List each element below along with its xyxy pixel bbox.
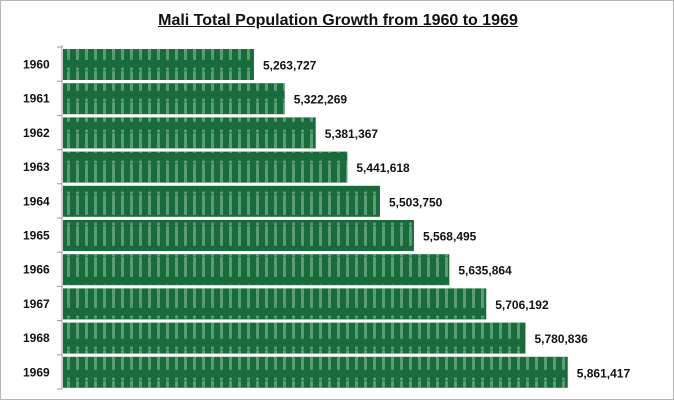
- data-label: 5,568,495: [423, 230, 477, 244]
- data-label: 5,441,618: [356, 161, 410, 175]
- bar-figures: [63, 49, 254, 80]
- category-label: 1965: [23, 229, 50, 243]
- bar-figures: [63, 185, 380, 217]
- chart-title: Mali Total Population Growth from 1960 t…: [158, 12, 518, 29]
- category-label: 1962: [23, 126, 50, 140]
- data-label: 5,503,750: [389, 195, 443, 209]
- bar-figures: [63, 117, 316, 149]
- category-label: 1966: [23, 263, 50, 277]
- data-label: 5,780,836: [534, 332, 588, 346]
- bar-figures: [63, 83, 285, 115]
- bar-figures: [63, 288, 487, 320]
- data-label: 5,861,417: [577, 366, 631, 380]
- category-label: 1964: [23, 194, 50, 208]
- data-label: 5,381,367: [325, 127, 379, 141]
- bar-figures: [63, 254, 450, 286]
- bar-figures: [63, 220, 414, 251]
- category-label: 1967: [23, 297, 50, 311]
- category-label: 1969: [23, 365, 50, 379]
- data-label: 5,322,269: [294, 93, 348, 107]
- bar-figures: [63, 356, 568, 388]
- data-label: 5,706,192: [495, 298, 549, 312]
- data-label: 5,635,864: [458, 264, 512, 278]
- bar-figures: [63, 151, 348, 183]
- category-label: 1968: [23, 331, 50, 345]
- category-label: 1960: [23, 58, 50, 72]
- data-label: 5,263,727: [263, 59, 317, 73]
- bar-figures: [63, 322, 526, 354]
- category-label: 1963: [23, 160, 50, 174]
- category-label: 1961: [23, 92, 50, 106]
